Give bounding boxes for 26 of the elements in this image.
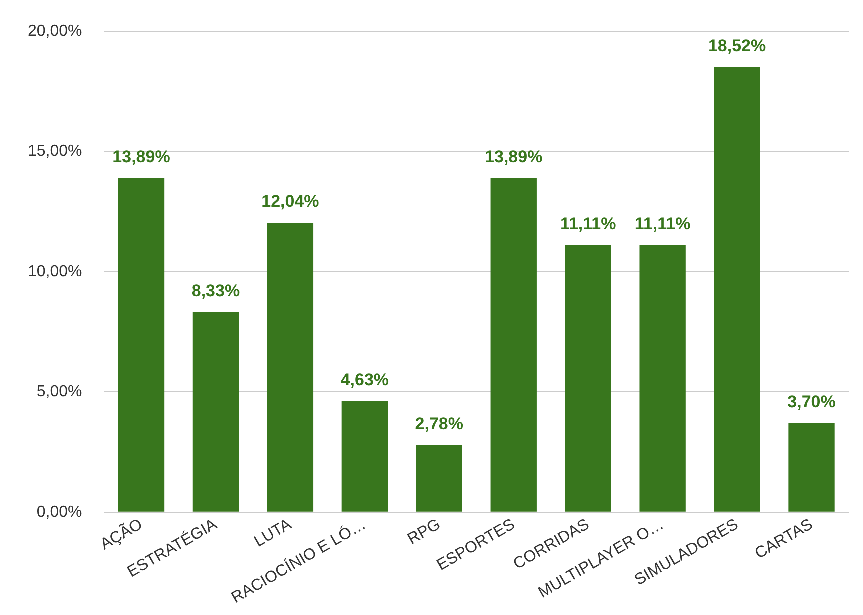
- data-label: 12,04%: [262, 192, 320, 212]
- bar: [192, 312, 240, 512]
- bar: [416, 446, 462, 512]
- data-label: 3,70%: [788, 392, 836, 412]
- bar: [342, 401, 388, 512]
- bar: [640, 245, 686, 512]
- data-label: 2,78%: [415, 414, 464, 434]
- y-tick-label: 10,00%: [28, 263, 82, 280]
- data-label: 8,33%: [192, 281, 240, 300]
- data-label: 11,11%: [634, 214, 691, 234]
- y-tick-label: 20,00%: [28, 23, 82, 40]
- y-tick-label: 5,00%: [36, 384, 82, 401]
- data-label: 13,89%: [112, 148, 170, 167]
- data-label: 4,63%: [340, 370, 390, 390]
- y-tick-label: 0,00%: [36, 504, 82, 521]
- bar: [565, 245, 612, 512]
- bar: [714, 67, 760, 512]
- bar: [788, 423, 835, 512]
- bar: [267, 222, 314, 512]
- data-label: 13,89%: [485, 148, 543, 167]
- data-label: 11,11%: [560, 214, 616, 234]
- bar: [118, 178, 165, 512]
- data-label: 18,52%: [708, 36, 766, 56]
- x-tick-label: LUTA: [252, 516, 295, 551]
- bar: [490, 178, 537, 512]
- y-tick-label: 15,00%: [28, 143, 82, 160]
